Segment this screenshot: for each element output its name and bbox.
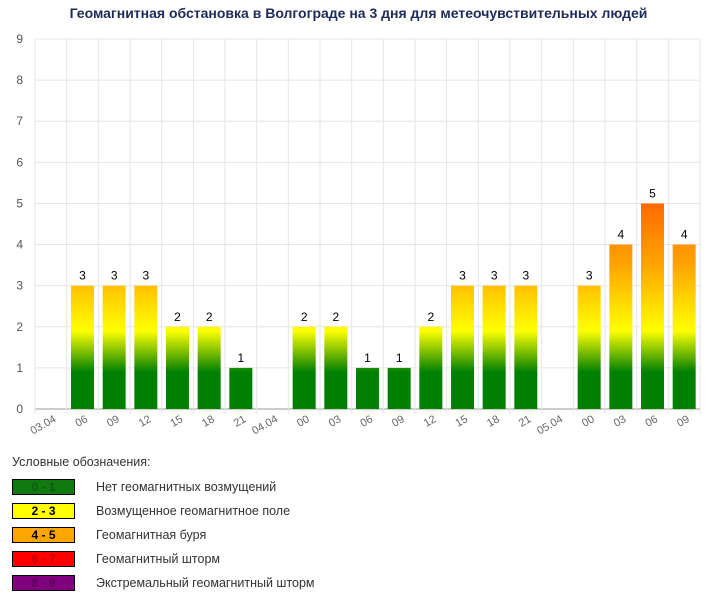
- legend-item: 0 - 1 Нет геомагнитных возмущений: [12, 475, 315, 499]
- y-tick-label: 2: [16, 320, 23, 334]
- legend-item: 6 - 7 Геомагнитный шторм: [12, 547, 315, 571]
- y-tick-label: 4: [16, 238, 23, 252]
- bar: [451, 285, 474, 409]
- x-tick-label: 09: [675, 413, 692, 430]
- bar-value-label: 4: [681, 228, 688, 242]
- legend-swatch: 8 - 9: [12, 575, 75, 591]
- bar: [324, 326, 348, 409]
- bar: [197, 326, 221, 409]
- bar: [356, 367, 379, 409]
- bar: [387, 367, 411, 409]
- x-tick-label: 09: [390, 413, 407, 430]
- x-tick-label: 04.04: [250, 413, 280, 437]
- bar: [672, 244, 696, 409]
- bar: [102, 285, 126, 409]
- bar-value-label: 2: [332, 310, 339, 324]
- bar-value-label: 3: [491, 269, 498, 283]
- legend-swatch: 0 - 1: [12, 479, 75, 495]
- legend-title: Условные обозначения:: [12, 455, 151, 469]
- y-tick-label: 9: [16, 32, 23, 46]
- legend-label: Геомагнитная буря: [96, 528, 207, 542]
- legend-item: 4 - 5 Геомагнитная буря: [12, 523, 315, 547]
- legend-label: Геомагнитный шторм: [96, 552, 221, 566]
- bar: [641, 203, 664, 409]
- bar-value-label: 3: [142, 269, 149, 283]
- bar-value-label: 3: [586, 269, 593, 283]
- x-tick-label: 18: [200, 413, 217, 430]
- bar-value-label: 1: [237, 351, 244, 365]
- bar: [71, 285, 94, 409]
- x-tick-label: 12: [422, 413, 439, 430]
- bar: [134, 285, 158, 409]
- x-tick-label: 00: [295, 413, 312, 430]
- bar-value-label: 2: [206, 310, 213, 324]
- x-tick-label: 03: [327, 413, 344, 430]
- x-tick-label: 21: [232, 413, 249, 430]
- bar-value-label: 3: [522, 269, 529, 283]
- legend-label: Экстремальный геомагнитный шторм: [96, 576, 315, 590]
- bar-value-label: 1: [396, 351, 403, 365]
- bar: [482, 285, 506, 409]
- legend-label: Возмущенное геомагнитное поле: [96, 504, 291, 518]
- bar: [609, 244, 633, 409]
- bar: [166, 326, 189, 409]
- bar-value-label: 5: [649, 186, 656, 200]
- y-tick-label: 1: [16, 361, 23, 375]
- x-tick-label: 03: [612, 413, 629, 430]
- legend-label: Нет геомагнитных возмущений: [96, 480, 277, 494]
- bar-value-label: 1: [364, 351, 371, 365]
- y-tick-label: 7: [16, 114, 23, 128]
- legend-swatch: 6 - 7: [12, 551, 75, 567]
- x-tick-label: 09: [105, 413, 122, 430]
- x-tick-label: 06: [358, 413, 375, 430]
- x-tick-label: 15: [168, 413, 185, 430]
- y-tick-label: 6: [16, 155, 23, 169]
- bar: [514, 285, 538, 409]
- bar-value-label: 3: [459, 269, 466, 283]
- bar-value-label: 3: [79, 269, 86, 283]
- legend-item: 2 - 3 Возмущенное геомагнитное поле: [12, 499, 315, 523]
- x-tick-label: 18: [485, 413, 502, 430]
- y-tick-label: 8: [16, 73, 23, 87]
- legend-item: 8 - 9 Экстремальный геомагнитный шторм: [12, 571, 315, 595]
- y-tick-label: 0: [16, 402, 23, 416]
- x-tick-label: 06: [643, 413, 660, 430]
- x-tick-label: 00: [580, 413, 597, 430]
- x-tick-label: 12: [137, 413, 154, 430]
- bar: [229, 367, 253, 409]
- chart-title: Геомагнитная обстановка в Волгограде на …: [69, 5, 648, 21]
- bar-value-label: 2: [301, 310, 308, 324]
- x-tick-label: 05.04: [535, 413, 565, 437]
- bar-value-label: 4: [617, 228, 624, 242]
- x-tick-label: 15: [453, 413, 470, 430]
- bar-value-label: 2: [174, 310, 181, 324]
- bar: [419, 326, 443, 409]
- legend: Условные обозначения: 0 - 1 Нет геомагнит…: [12, 455, 315, 595]
- x-tick-label: 03.04: [28, 413, 58, 437]
- legend-swatch: 2 - 3: [12, 503, 75, 519]
- y-tick-label: 5: [16, 196, 23, 210]
- x-tick-label: 06: [73, 413, 90, 430]
- bar: [577, 285, 601, 409]
- bar: [292, 326, 316, 409]
- bar-value-label: 2: [427, 310, 434, 324]
- y-tick-label: 3: [16, 279, 23, 293]
- bar-value-label: 3: [111, 269, 118, 283]
- legend-swatch: 4 - 5: [12, 527, 75, 543]
- x-tick-label: 21: [517, 413, 534, 430]
